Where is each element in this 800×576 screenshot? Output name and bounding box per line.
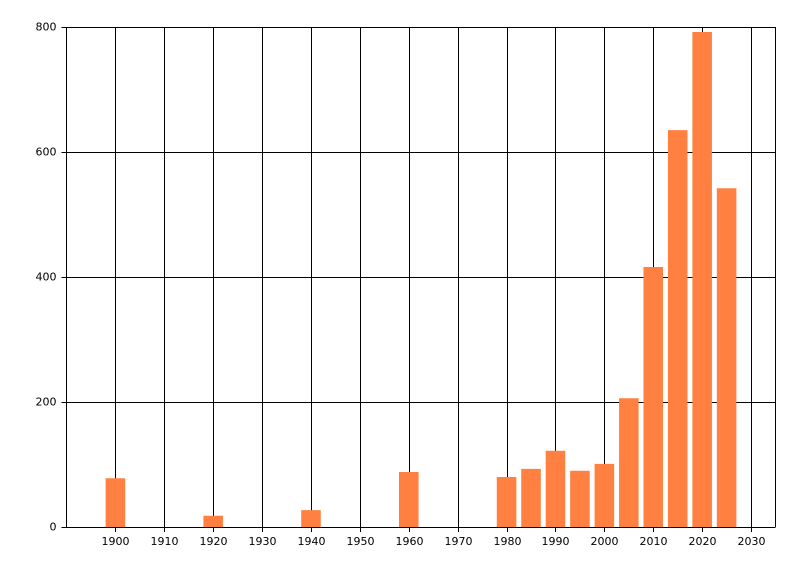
x-tick-label: 1910 <box>151 535 179 548</box>
bar <box>521 468 541 527</box>
bar <box>643 267 664 527</box>
bar <box>301 510 321 527</box>
bar <box>203 515 223 527</box>
y-tick-label: 0 <box>50 521 57 534</box>
x-tick-label: 2020 <box>689 535 717 548</box>
x-tick-label: 1950 <box>347 535 375 548</box>
y-tick-label: 800 <box>36 21 57 34</box>
x-tick-label: 1960 <box>396 535 424 548</box>
bar <box>692 32 712 527</box>
x-tick-label: 1970 <box>445 535 473 548</box>
bar <box>496 477 517 527</box>
x-tick-label: 2010 <box>640 535 668 548</box>
x-tick-label: 1930 <box>249 535 277 548</box>
y-tick-label: 400 <box>36 271 57 284</box>
x-tick-label: 1940 <box>298 535 326 548</box>
x-tick-label: 1990 <box>542 535 570 548</box>
x-tick-label: 1900 <box>102 535 130 548</box>
x-tick-label: 2000 <box>591 535 619 548</box>
x-tick-label: 1980 <box>494 535 522 548</box>
bar <box>545 450 566 527</box>
bar <box>105 478 126 527</box>
bar <box>594 463 615 527</box>
bar <box>716 188 737 527</box>
bar <box>619 398 639 527</box>
bar <box>570 470 590 527</box>
bar <box>398 472 419 527</box>
bar <box>667 130 688 527</box>
y-tick-label: 200 <box>36 396 57 409</box>
y-tick-label: 600 <box>36 146 57 159</box>
x-tick-label: 1920 <box>200 535 228 548</box>
x-tick-label: 2030 <box>738 535 766 548</box>
